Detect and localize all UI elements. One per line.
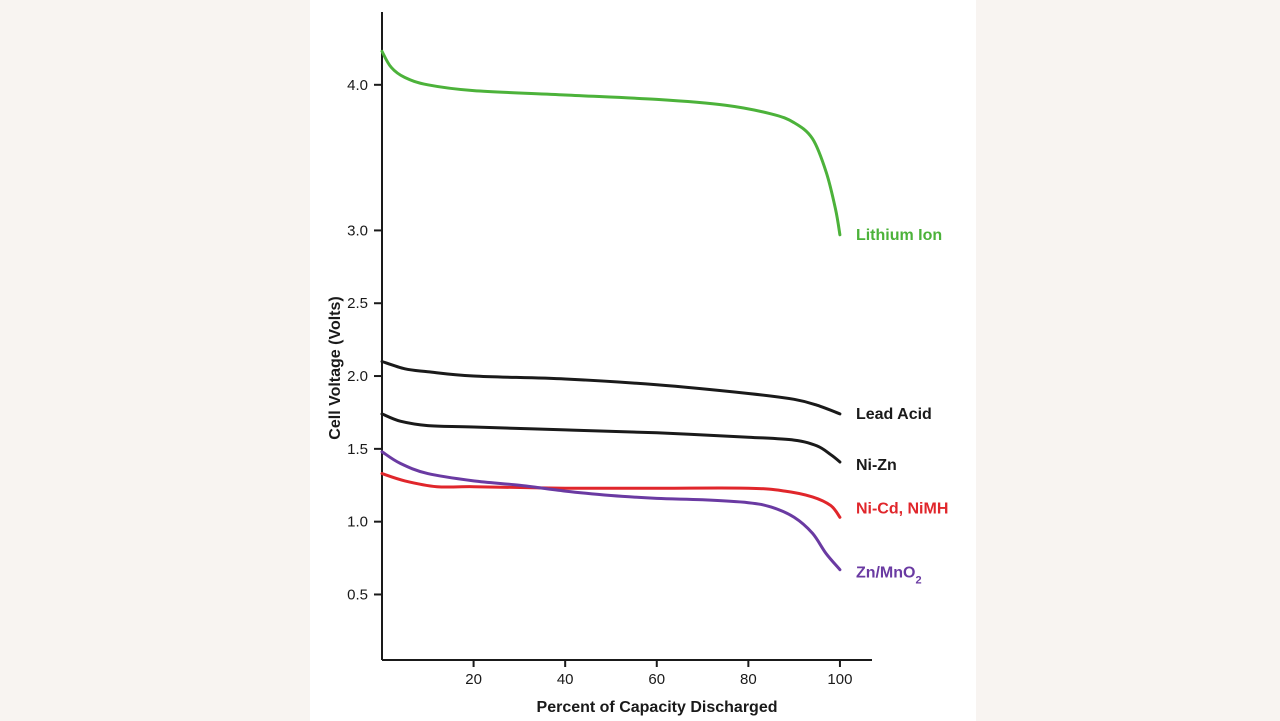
ticks: 20 40 60 80 100 0.5 1.0 1.5 2.0 2.5 3.0 4.0 bbox=[347, 77, 852, 688]
battery-discharge-chart: 20 40 60 80 100 0.5 1.0 1.5 2.0 2.5 3.0 4.0 Lithium… bbox=[327, 12, 948, 716]
y-tick-label: 4.0 bbox=[347, 77, 368, 94]
series-label-ni-zn: Ni-Zn bbox=[856, 457, 897, 474]
series-line-lead-acid bbox=[380, 360, 842, 416]
series-labels: Lithium Ion Lead Acid Ni-Zn Ni-Cd, NiMH Zn/M… bbox=[856, 227, 948, 587]
y-tick-label: 2.5 bbox=[347, 295, 368, 312]
x-tick-label: 40 bbox=[557, 671, 574, 688]
y-tick-label: 0.5 bbox=[347, 586, 368, 603]
series-label-lithium-ion: Lithium Ion bbox=[856, 227, 942, 244]
y-tick-label: 3.0 bbox=[347, 222, 368, 239]
series-line-ni-cd-nimh bbox=[380, 472, 842, 519]
series-line-lithium-ion bbox=[380, 49, 842, 237]
x-tick-label: 20 bbox=[465, 671, 482, 688]
y-tick-label: 1.0 bbox=[347, 514, 368, 531]
series-line-ni-zn bbox=[380, 412, 842, 464]
axes bbox=[381, 12, 872, 661]
series-label-lead-acid: Lead Acid bbox=[856, 406, 932, 423]
series-lines bbox=[380, 49, 842, 572]
series-label-zn-mno: Zn/MnO2 bbox=[856, 565, 922, 587]
y-axis-title: Cell Voltage (Volts) bbox=[327, 296, 344, 439]
chart-panel: 20 40 60 80 100 0.5 1.0 1.5 2.0 2.5 3.0 4.0 Lithium… bbox=[310, 0, 976, 721]
x-tick-label: 100 bbox=[827, 671, 852, 688]
y-tick-label: 1.5 bbox=[347, 441, 368, 458]
y-tick-label: 2.0 bbox=[347, 368, 368, 385]
series-label-ni-cd-nimh: Ni-Cd, NiMH bbox=[856, 500, 948, 517]
x-tick-label: 80 bbox=[740, 671, 757, 688]
series-line-zn-mno bbox=[380, 450, 842, 572]
x-tick-label: 60 bbox=[648, 671, 665, 688]
x-axis-title: Percent of Capacity Discharged bbox=[537, 699, 778, 716]
